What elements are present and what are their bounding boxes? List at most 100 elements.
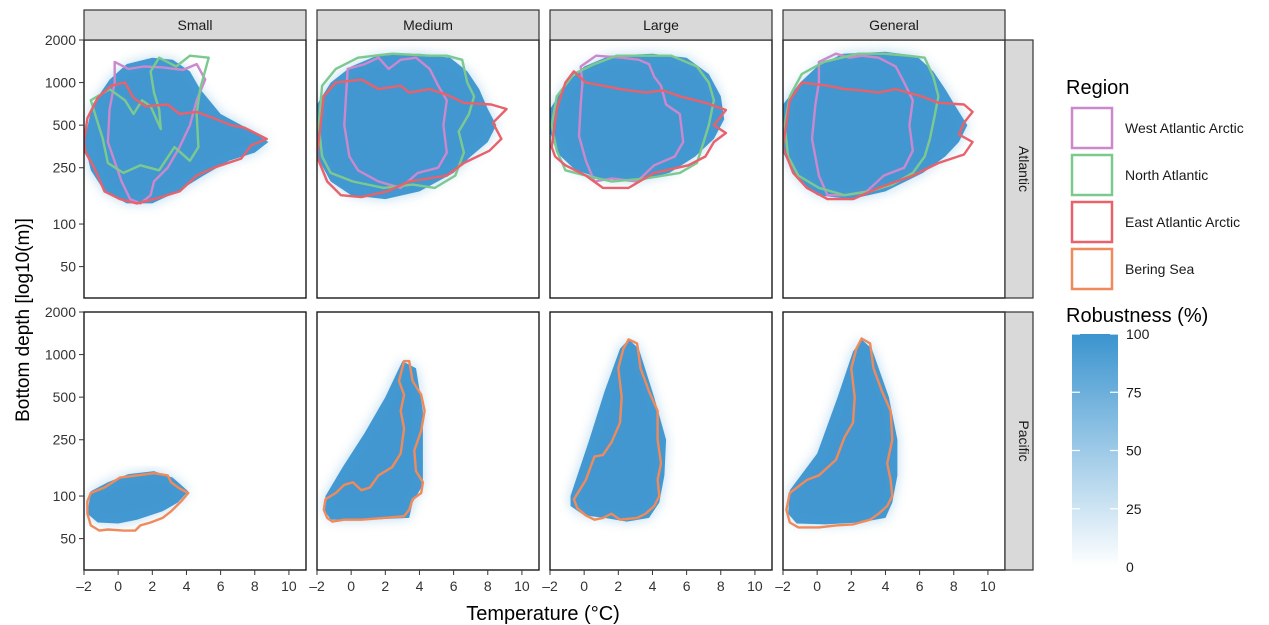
contour-east-atlantic-arctic [783,81,974,201]
x-tick-label: 8 [717,578,725,594]
x-tick-label: 10 [747,578,763,594]
legend-label: North Atlantic [1125,167,1208,183]
y-tick-label: 50 [60,259,76,275]
x-tick-label: 4 [183,578,191,594]
panel-atlantic-large [550,53,728,190]
x-tick-label: 8 [950,578,958,594]
contour-north-atlantic [317,52,476,190]
facet-strip-general [782,9,1006,41]
contour-bering-sea [322,359,426,523]
contour-bering-sea [572,338,663,521]
x-tick-label: 0 [580,578,588,594]
facet-label-medium: Medium [403,17,453,33]
panel-atlantic-medium [317,52,508,200]
y-tick-label: 1000 [45,347,76,363]
robustness-area [317,53,497,200]
robustness-area [550,53,725,182]
contour-west-atlantic-arctic [106,60,207,205]
facet-label-general: General [869,17,919,33]
x-tick-label: 6 [217,578,225,594]
facet-label-pacific: Pacific [1016,420,1032,461]
facet-strip-atlantic [1004,39,1034,299]
x-tick-label: 2 [614,578,622,594]
facet-label-atlantic: Atlantic [1016,146,1032,192]
contour-bering-sea [785,337,894,529]
y-tick-label: 500 [53,117,77,133]
legend-label: Bering Sea [1125,261,1194,277]
x-tick-label: 2 [381,578,389,594]
y-tick-label: 2000 [45,304,76,320]
facet-label-small: Small [177,17,212,33]
y-tick-label: 1000 [45,75,76,91]
x-tick-label: 4 [882,578,890,594]
contour-east-atlantic-arctic [84,81,268,205]
panel-pacific-large [570,338,667,522]
contour-north-atlantic [783,52,940,197]
x-tick-label: 2 [847,578,855,594]
y-tick-label: 50 [60,531,76,547]
robustness-area [84,57,269,204]
x-tick-label: 0 [114,578,122,594]
y-tick-label: 500 [53,389,77,405]
colorbar-label: 100 [1126,326,1150,342]
robustness-area [570,339,667,522]
y-tick-label: 2000 [45,32,76,48]
robustness-area [87,471,189,524]
contour-bering-sea [86,472,190,532]
facet-strip-large [549,9,773,41]
legend-label: East Atlantic Arctic [1125,214,1240,230]
x-tick-label: 8 [484,578,492,594]
contour-east-atlantic-arctic [550,70,728,190]
x-tick-label: 10 [281,578,297,594]
contour-west-atlantic-arctic [343,56,448,190]
legend-key-north-atlantic [1070,153,1114,197]
facet-strip-small [83,9,307,41]
facet-label-large: Large [643,17,679,33]
panel-pacific-medium [322,359,426,523]
x-tick-label: 6 [450,578,458,594]
panel-pacific-small [86,471,190,532]
facet-strip-medium [316,9,540,41]
y-tick-label: 250 [53,432,77,448]
colorbar-label: 50 [1126,443,1142,459]
colorbar-label: 75 [1126,384,1142,400]
x-tick-label: 8 [251,578,259,594]
x-axis-title: Temperature (°C) [466,603,620,625]
legend-key-east-atlantic-arctic [1070,200,1114,244]
x-tick-label: 2 [148,578,156,594]
legend-key-west-atlantic-arctic [1070,106,1114,150]
region-legend-title: Region [1066,77,1129,99]
y-tick-label: 250 [53,160,77,176]
x-tick-label: 6 [683,578,691,594]
contour-west-atlantic-arctic [810,52,914,197]
x-tick-label: 4 [649,578,657,594]
x-tick-label: –2 [76,578,92,594]
panel-atlantic-general [783,51,974,201]
contour-north-atlantic [89,54,210,175]
panel-atlantic-small [84,54,269,205]
facet-strip-pacific [1004,311,1034,571]
panel-pacific-general [785,337,898,529]
robustness-area [783,51,968,200]
x-tick-label: 6 [916,578,924,594]
x-tick-label: –2 [775,578,791,594]
x-tick-label: –2 [309,578,325,594]
contour-north-atlantic [550,54,716,183]
x-tick-label: 10 [514,578,530,594]
contour-west-atlantic-arctic [577,54,685,183]
y-tick-label: 100 [53,488,77,504]
robustness-legend-title: Robustness (%) [1066,305,1208,327]
contour-east-atlantic-arctic [317,78,508,199]
robustness-legend: Robustness (%) 100 75 50 25 0 [1066,305,1208,575]
y-axis-title: Bottom depth [log10(m)] [13,218,34,422]
robustness-area [323,361,423,520]
x-tick-label: 4 [416,578,424,594]
colorbar-label: 0 [1126,559,1134,575]
y-tick-label: 100 [53,216,77,232]
x-tick-label: 10 [980,578,996,594]
legend-label: West Atlantic Arctic [1125,120,1244,136]
panel-border [549,311,773,571]
robustness-area [788,339,898,525]
x-tick-label: 0 [813,578,821,594]
